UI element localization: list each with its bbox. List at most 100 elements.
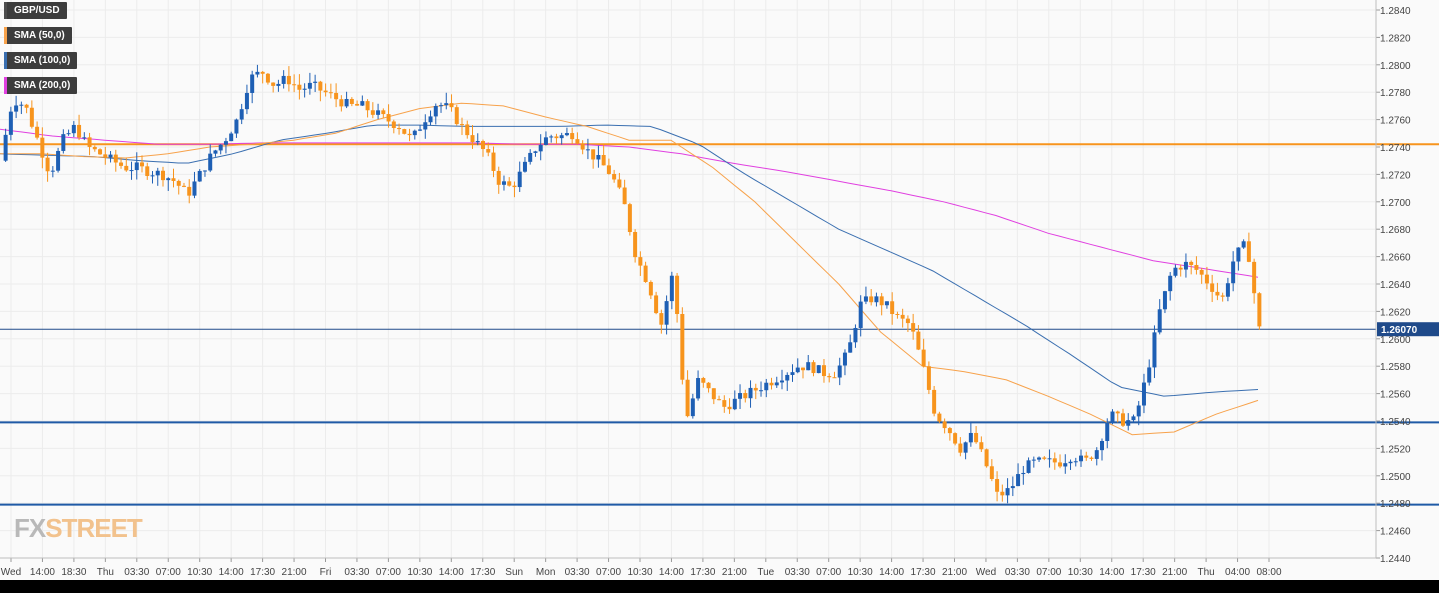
y-tick-label: 1.2620 xyxy=(1380,307,1411,318)
candle-body-up xyxy=(842,352,847,366)
candle-body-down xyxy=(717,399,722,401)
candle-body-down xyxy=(947,428,952,434)
candle-body-down xyxy=(979,442,984,450)
candle-body-down xyxy=(890,301,895,315)
candle-body-up xyxy=(549,136,554,138)
sma200-line xyxy=(0,128,1259,278)
candle-body-down xyxy=(554,136,559,139)
candle-body-up xyxy=(528,152,533,162)
candle-body-down xyxy=(926,366,931,390)
candle-body-up xyxy=(223,141,228,145)
y-tick-label: 1.2500 xyxy=(1380,472,1411,483)
x-tick-label: 07:00 xyxy=(1036,567,1061,578)
candle-body-up xyxy=(1063,463,1068,467)
candle-body-down xyxy=(1204,274,1209,284)
candle-body-up xyxy=(1241,241,1246,248)
candle-body-down xyxy=(176,180,181,186)
y-tick-label: 1.2780 xyxy=(1380,88,1411,99)
candle-body-up xyxy=(412,130,417,136)
y-tick-label: 1.2460 xyxy=(1380,527,1411,538)
candle-body-up xyxy=(853,327,858,343)
legend-sma200[interactable]: SMA (200,0) xyxy=(4,77,78,94)
candle-body-up xyxy=(790,372,795,375)
candle-body-down xyxy=(821,365,826,377)
x-tick-label: Sun xyxy=(505,567,523,578)
candle-body-up xyxy=(19,104,24,106)
candle-body-up xyxy=(1026,460,1031,473)
candle-body-up xyxy=(1047,458,1052,460)
candle-body-down xyxy=(486,149,491,153)
horizontal-levels xyxy=(0,143,1439,506)
legend-sma100[interactable]: SMA (100,0) xyxy=(4,52,78,69)
candle-body-up xyxy=(774,382,779,386)
candle-body-up xyxy=(585,149,590,151)
x-tick-label: 03:30 xyxy=(124,567,149,578)
y-tick-label: 1.2480 xyxy=(1380,499,1411,510)
x-tick-label: 04:00 xyxy=(1225,567,1250,578)
candle-body-down xyxy=(921,349,926,367)
candle-body-up xyxy=(874,296,879,303)
candle-body-down xyxy=(1178,267,1183,270)
candle-body-down xyxy=(24,104,29,108)
current-price-tag xyxy=(1377,322,1439,337)
candle-body-up xyxy=(1152,332,1157,368)
candle-body-down xyxy=(292,84,297,86)
candle-body-up xyxy=(759,390,764,392)
candle-body-up xyxy=(564,133,569,136)
x-tick-label: 03:30 xyxy=(344,567,369,578)
candle-body-down xyxy=(633,231,638,258)
logo-street: STREET xyxy=(45,513,143,543)
x-tick-label: 10:30 xyxy=(187,567,212,578)
candle-body-down xyxy=(916,331,921,350)
candle-body-down xyxy=(995,479,1000,492)
candle-body-up xyxy=(795,367,800,373)
candle-body-down xyxy=(45,157,50,172)
candle-body-down xyxy=(942,421,947,429)
legend-symbol[interactable]: GBP/USD xyxy=(4,2,67,19)
y-tick-label: 1.2680 xyxy=(1380,225,1411,236)
candle-body-down xyxy=(612,173,617,180)
y-tick-label: 1.2840 xyxy=(1380,6,1411,17)
x-tick-label: 17:30 xyxy=(1131,567,1156,578)
candle-body-down xyxy=(491,152,496,171)
legend-swatch xyxy=(4,2,7,19)
candle-body-down xyxy=(827,376,832,378)
candle-body-down xyxy=(113,154,118,163)
candle-body-up xyxy=(360,101,365,106)
candle-body-down xyxy=(953,433,958,444)
x-tick-label: 21:00 xyxy=(722,567,747,578)
candle-body-up xyxy=(155,170,160,176)
price-chart[interactable]: 1.2840 1.2820 1.2800 1.2780 1.2760 1.2740 1.27… xyxy=(0,0,1439,580)
candle-body-up xyxy=(1094,450,1099,459)
candle-body-down xyxy=(323,90,328,93)
legend-sma50[interactable]: SMA (50,0) xyxy=(4,27,72,44)
candle-body-down xyxy=(1115,411,1120,414)
candle-body-down xyxy=(286,75,291,85)
y-tick-label: 1.2760 xyxy=(1380,116,1411,127)
y-tick-label: 1.2560 xyxy=(1380,390,1411,401)
candle-body-up xyxy=(8,111,13,135)
candle-body-up xyxy=(664,301,669,325)
candle-body-down xyxy=(1189,261,1194,265)
candle-body-down xyxy=(1199,269,1204,275)
candle-body-down xyxy=(386,114,391,122)
candle-body-down xyxy=(675,275,680,315)
candle-body-up xyxy=(1131,416,1136,421)
candle-body-down xyxy=(98,149,103,155)
candle-body-down xyxy=(958,443,963,453)
candle-body-up xyxy=(863,296,868,302)
candle-body-down xyxy=(1084,455,1089,458)
candle-body-up xyxy=(202,170,207,172)
candle-body-down xyxy=(648,281,653,296)
candle-body-down xyxy=(1194,264,1199,270)
candle-body-up xyxy=(1162,291,1167,310)
candle-body-down xyxy=(465,124,470,136)
x-tick-label: 07:00 xyxy=(596,567,621,578)
candle-body-up xyxy=(108,154,113,158)
candle-body-up xyxy=(884,301,889,306)
x-tick-label: 07:00 xyxy=(156,567,181,578)
candle-body-up xyxy=(1141,382,1146,406)
candle-body-down xyxy=(145,166,150,176)
candle-body-down xyxy=(265,73,270,83)
